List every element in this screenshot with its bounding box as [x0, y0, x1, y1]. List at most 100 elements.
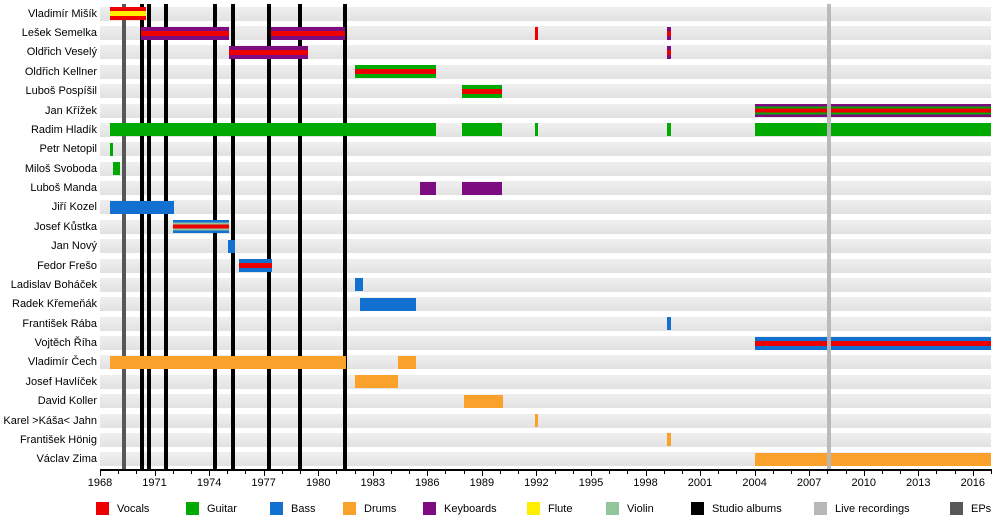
timeline-bar-drums: [754, 452, 991, 466]
studio-album-line: [343, 4, 348, 469]
timeline-bar-guitar: [461, 123, 502, 137]
axis-major-tick: [590, 471, 592, 476]
timeline-bar-keyboards-vocals: [667, 26, 672, 40]
legend-label: Drums: [364, 502, 397, 515]
legend-item-ep: EPs: [950, 500, 992, 516]
axis-minor-tick: [554, 471, 556, 474]
axis-major-tick: [318, 471, 320, 476]
studio-album-line: [230, 4, 235, 469]
member-label: Vladimír Mišík: [27, 7, 97, 20]
axis-major-tick: [536, 471, 538, 476]
member-label: Ladislav Boháček: [10, 278, 97, 291]
bass-color-swatch: [270, 502, 283, 516]
legend-label: Violin: [627, 502, 654, 515]
timeline-bar-guitar: [667, 123, 672, 137]
axis-minor-tick: [991, 471, 992, 474]
row-band: [100, 200, 991, 215]
member-label: Miloš Svoboda: [24, 162, 97, 175]
timeline-bar-bass: [110, 200, 174, 214]
axis-minor-tick: [663, 471, 665, 474]
row-band: [100, 239, 991, 254]
timeline-bar-drums: [535, 414, 539, 428]
row-band: [100, 316, 991, 331]
legend-label: Live recordings: [835, 502, 910, 515]
legend-label: Flute: [548, 502, 573, 515]
axis-minor-tick: [772, 471, 774, 474]
timeline-bar-vocals-flute: [110, 7, 147, 21]
timeline-bar-keyboards-vocals: [667, 45, 672, 59]
member-label: Jiří Kozel: [51, 201, 97, 214]
axis-minor-tick: [500, 471, 502, 474]
studio-color-swatch: [691, 502, 704, 516]
timeline-bar-drums: [110, 355, 346, 369]
axis-minor-tick: [827, 471, 829, 474]
vocals-color-swatch: [96, 502, 109, 516]
axis-tick-label: 1992: [524, 477, 549, 489]
axis-minor-tick: [954, 471, 956, 474]
timeline-bar-drums: [463, 394, 503, 408]
row-band: [100, 64, 991, 79]
axis-minor-tick: [118, 471, 120, 474]
axis-tick-label: 1977: [251, 477, 276, 489]
ep-color-swatch: [950, 502, 963, 516]
axis-minor-tick: [881, 471, 883, 474]
member-label: Josef Havlíček: [25, 375, 97, 388]
row-band: [100, 277, 991, 292]
studio-album-line: [139, 4, 144, 469]
member-label: Oldřich Kellner: [24, 65, 97, 78]
timeline-bar-keyboards-vocals: [229, 45, 309, 59]
timeline-bar-bass: [360, 297, 417, 311]
timeline-bar-keyboards-guitar-vocals: [754, 104, 991, 118]
member-label: David Koller: [37, 395, 97, 408]
row-band: [100, 6, 991, 21]
live-color-swatch: [814, 502, 827, 516]
axis-tick-label: 2007: [796, 477, 822, 489]
member-label: Karel >Káša< Jahn: [3, 414, 97, 427]
axis-major-tick: [700, 471, 702, 476]
member-label: Jan Křížek: [45, 104, 97, 117]
legend-item-flute: Flute: [527, 500, 573, 516]
axis-minor-tick: [354, 471, 356, 474]
member-label: Oldřich Veselý: [26, 46, 97, 59]
member-label: František Hönig: [19, 433, 97, 446]
member-label: Petr Netopil: [39, 143, 97, 156]
timeline-bar-guitar: [113, 162, 121, 176]
studio-album-line: [298, 4, 303, 469]
timeline-plot-area: [100, 4, 991, 469]
axis-minor-tick: [390, 471, 392, 474]
timeline-bar-keyboards-vocals: [140, 26, 230, 40]
member-labels-column: Vladimír Mišík Lešek Semelka Oldřich Vesel…: [0, 4, 97, 469]
member-label: Luboš Pospíšil: [25, 85, 97, 98]
axis-major-tick: [918, 471, 920, 476]
violin-color-swatch: [606, 502, 619, 516]
axis-major-tick: [809, 471, 811, 476]
timeline-bar-keyboards: [461, 181, 502, 195]
studio-album-line: [163, 4, 168, 469]
legend-label: EPs: [971, 502, 992, 515]
member-label: Lešek Semelka: [21, 27, 97, 40]
axis-minor-tick: [572, 471, 574, 474]
axis-major-tick: [263, 471, 265, 476]
timeline-bar-guitar: [535, 123, 539, 137]
timeline-bar-guitar: [110, 123, 437, 137]
axis-tick-label: 1983: [360, 477, 385, 489]
legend-item-drums: Drums: [343, 500, 397, 516]
axis-tick-label: 2004: [742, 477, 767, 489]
legend-label: Guitar: [207, 502, 237, 515]
legend-label: Bass: [291, 502, 316, 515]
row-band: [100, 45, 991, 60]
member-label: Josef Kůstka: [34, 220, 97, 233]
axis-major-tick: [427, 471, 429, 476]
member-label: Václav Zima: [36, 453, 97, 466]
legend: Vocals Guitar Bass Drums Keyboards Flute Violi…: [0, 500, 1000, 522]
axis-minor-tick: [172, 471, 174, 474]
axis-major-tick: [972, 471, 974, 476]
axis-major-tick: [863, 471, 865, 476]
axis-tick-label: 2001: [687, 477, 713, 489]
row-band: [100, 413, 991, 428]
axis-major-tick: [209, 471, 211, 476]
timeline-bar-drums: [667, 433, 672, 447]
axis-minor-tick: [190, 471, 192, 474]
legend-item-live: Live recordings: [814, 500, 910, 516]
